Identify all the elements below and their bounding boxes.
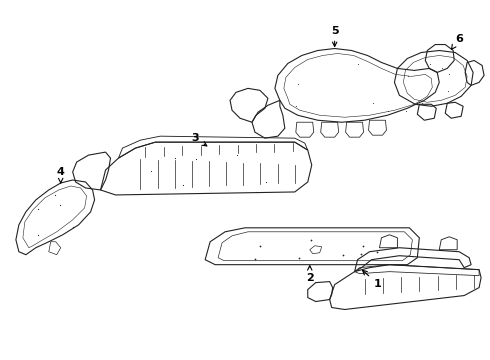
Text: 4: 4 — [57, 167, 65, 183]
Text: 6: 6 — [451, 33, 463, 49]
Text: 5: 5 — [331, 26, 339, 46]
Text: 1: 1 — [363, 270, 381, 289]
Text: 3: 3 — [192, 133, 207, 146]
Text: 2: 2 — [306, 266, 314, 283]
